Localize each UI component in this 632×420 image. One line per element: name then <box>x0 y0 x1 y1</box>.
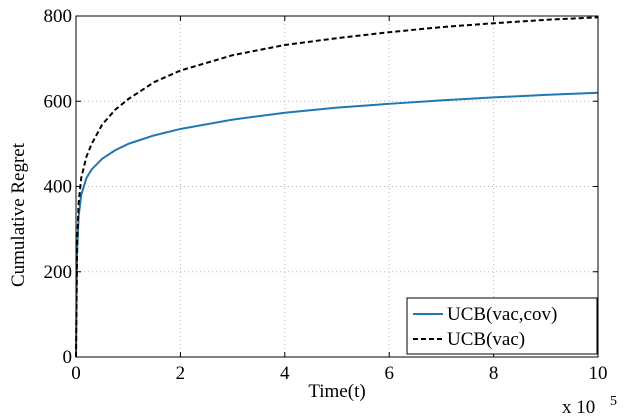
y-tick-label: 0 <box>63 347 73 368</box>
y-tick-label: 400 <box>44 177 73 198</box>
x-tick-label: 2 <box>176 363 186 384</box>
series-line-ucb-vac-cov <box>75 91 599 358</box>
y-tick-label: 200 <box>44 262 73 283</box>
x-multiplier-label: x 10 <box>562 397 595 418</box>
y-axis-label: Cumulative Regret <box>8 142 29 287</box>
y-tick-label: 800 <box>44 6 73 27</box>
legend-label-ucb-vac: UCB(vac) <box>447 329 525 350</box>
series-line-ucb-vac <box>75 16 599 358</box>
y-tick-label: 600 <box>44 91 73 112</box>
x-tick-label: 4 <box>280 363 290 384</box>
axis-ticks: 0 2 4 6 8 10 0 200 400 600 800 <box>44 6 608 384</box>
x-tick-label: 8 <box>489 363 499 384</box>
x-multiplier-exponent: 5 <box>610 394 617 409</box>
series-lines <box>75 16 599 358</box>
x-tick-label: 10 <box>589 363 608 384</box>
x-axis-label: Time(t) <box>308 381 365 402</box>
legend-box <box>406 297 598 355</box>
legend-label-ucb-vac-cov: UCB(vac,cov) <box>447 304 557 325</box>
legend: UCB(vac,cov) UCB(vac) <box>406 297 598 355</box>
x-tick-label: 0 <box>71 363 81 384</box>
x-tick-label: 6 <box>384 363 394 384</box>
